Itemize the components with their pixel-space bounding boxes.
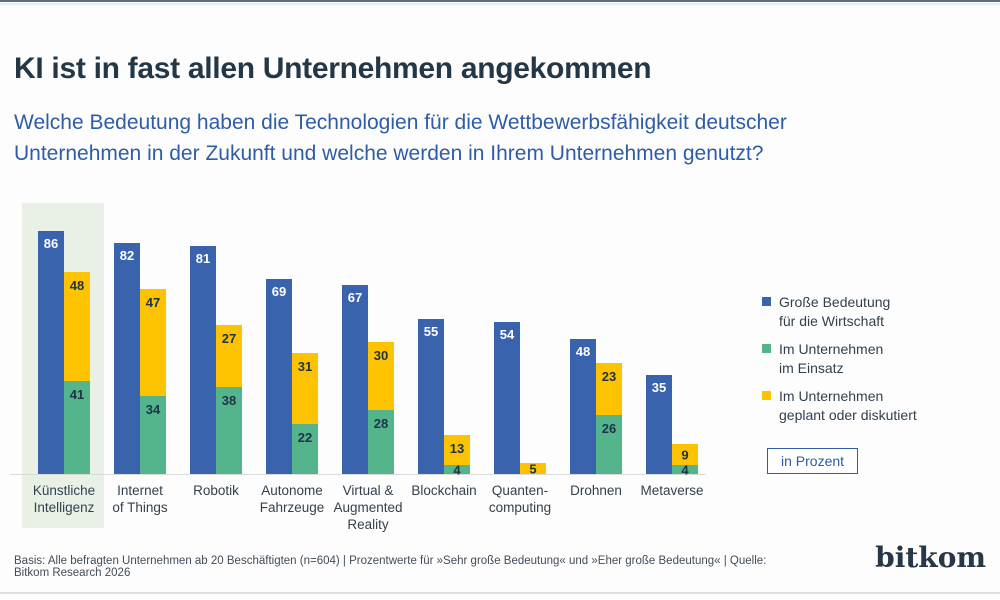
unit-badge: in Prozent [767, 448, 859, 474]
segment-value-label: 13 [449, 441, 465, 456]
segment-value-label: 9 [681, 447, 689, 462]
segment-value-label: 34 [145, 402, 161, 417]
top-border-light [0, 3, 1000, 5]
bottom-border [0, 592, 1000, 594]
segment-value-label: 30 [373, 348, 389, 363]
segment-value-label: 26 [601, 421, 617, 436]
bar-value-label: 82 [119, 248, 135, 263]
bar-bedeutung: 48 [570, 339, 596, 474]
category-label: Quanten-computing [488, 483, 552, 515]
category-label: Metaverse [640, 483, 704, 498]
bar-value-label: 54 [499, 327, 515, 342]
segment-einsatz: 22 [292, 424, 318, 474]
legend-swatch-icon [762, 297, 771, 306]
category-label: Drohnen [570, 483, 622, 498]
page-subtitle: Welche Bedeutung haben die Technologien … [14, 111, 787, 165]
bar-bedeutung: 82 [114, 243, 140, 474]
segment-value-label: 5 [529, 461, 537, 476]
category-label: Virtual & Augmented Reality [333, 483, 403, 532]
page-title: KI ist in fast allen Unternehmen angekom… [14, 52, 652, 85]
segment-geplant: 30 [368, 342, 394, 410]
segment-value-label: 4 [681, 462, 689, 477]
segment-value-label: 27 [221, 331, 237, 346]
segment-value-label: 28 [373, 416, 389, 431]
bar-bedeutung: 69 [266, 279, 292, 474]
bar-value-label: 81 [195, 251, 211, 266]
bar-value-label: 86 [43, 236, 59, 251]
bitkom-logo: bitkom [875, 541, 986, 574]
legend-label: Im Unternehmen im Einsatz [779, 341, 884, 376]
x-axis-line [10, 474, 706, 475]
segment-einsatz: 41 [64, 381, 90, 474]
bar-bedeutung: 67 [342, 285, 368, 474]
bar-stacked-nutzung: 48 41 [64, 272, 90, 474]
bar-bedeutung: 81 [190, 246, 216, 474]
segment-geplant: 31 [292, 353, 318, 424]
segment-value-label: 38 [221, 393, 237, 408]
legend-label: Große Bedeutung für die Wirtschaft [779, 294, 891, 329]
bar-value-label: 69 [271, 284, 287, 299]
segment-value-label: 4 [453, 462, 461, 477]
bar-stacked-nutzung: 13 4 [444, 435, 470, 477]
segment-einsatz: 26 [596, 415, 622, 474]
bar-stacked-nutzung: 31 22 [292, 353, 318, 474]
category-label: Autonome Fahrzeuge [259, 483, 325, 515]
legend: Große Bedeutung für die Wirtschaft Im Unte… [762, 293, 972, 434]
bar-value-label: 48 [575, 344, 591, 359]
segment-geplant: 9 [672, 444, 698, 465]
bar-stacked-nutzung: 30 28 [368, 342, 394, 474]
bar-stacked-nutzung: 23 26 [596, 363, 622, 474]
category-label: Künstliche Intelligenz [32, 483, 96, 515]
segment-value-label: 23 [601, 369, 617, 384]
bar-value-label: 35 [651, 380, 667, 395]
bar-stacked-nutzung: 5 [520, 461, 546, 476]
bar-value-label: 55 [423, 324, 439, 339]
segment-geplant: 5 [520, 461, 546, 476]
legend-item: Im Unternehmen geplant oder diskutiert [762, 387, 972, 425]
segment-geplant: 48 [64, 272, 90, 381]
legend-item: Im Unternehmen im Einsatz [762, 340, 972, 378]
legend-label: Im Unternehmen geplant oder diskutiert [779, 388, 917, 423]
category-label: Robotik [193, 483, 239, 498]
bar-stacked-nutzung: 27 38 [216, 325, 242, 474]
segment-geplant: 13 [444, 435, 470, 465]
segment-value-label: 31 [297, 359, 313, 374]
segment-einsatz: 38 [216, 387, 242, 474]
segment-value-label: 48 [69, 278, 85, 293]
segment-value-label: 22 [297, 430, 313, 445]
bar-value-label: 67 [347, 290, 363, 305]
bar-bedeutung: 35 [646, 375, 672, 474]
segment-einsatz: 28 [368, 410, 394, 474]
bar-bedeutung: 86 [38, 231, 64, 474]
segment-einsatz: 4 [672, 462, 698, 477]
segment-geplant: 23 [596, 363, 622, 415]
segment-geplant: 47 [140, 289, 166, 396]
bar-bedeutung: 54 [494, 322, 520, 474]
segment-geplant: 27 [216, 325, 242, 387]
legend-swatch-icon [762, 391, 771, 400]
top-border-dark [0, 0, 1000, 2]
footer-note: Basis: Alle befragten Unternehmen ab 20 … [14, 555, 767, 579]
legend-item: Große Bedeutung für die Wirtschaft [762, 293, 972, 331]
bar-bedeutung: 55 [418, 319, 444, 474]
category-label: Blockchain [411, 483, 477, 498]
category-label: Internet of Things [112, 483, 168, 515]
bar-stacked-nutzung: 47 34 [140, 289, 166, 474]
legend-swatch-icon [762, 344, 771, 353]
segment-einsatz: 34 [140, 396, 166, 474]
segment-value-label: 47 [145, 295, 161, 310]
segment-value-label: 41 [69, 387, 85, 402]
segment-einsatz: 4 [444, 462, 470, 477]
